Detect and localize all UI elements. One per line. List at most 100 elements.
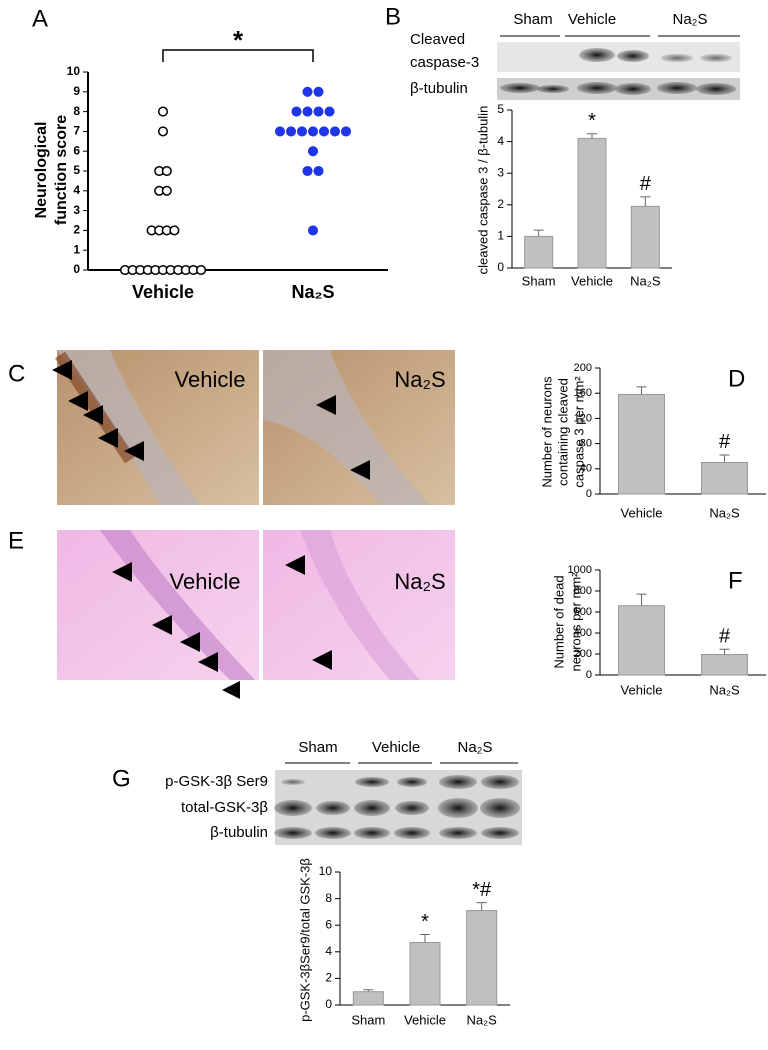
x-tick-label: Na₂S [709,682,740,697]
bar [524,235,554,269]
blot-row-label: total-GSK-3β [181,799,268,816]
error-bar [719,454,730,463]
y-axis-label: p-GSK-3βSer9/total GSK-3β [297,858,312,1022]
y-tick-label: 400 [574,627,592,639]
blot-group: Sham [513,11,552,28]
x-tick-label: Na₂S [709,505,740,520]
data-point [274,126,286,137]
y-tick-label: 4 [73,183,80,197]
data-point [329,126,341,137]
bar [352,991,384,1006]
panel-letter: B [385,3,401,30]
error-bar [533,229,544,237]
y-tick-label: 800 [574,585,592,597]
data-point [313,165,324,177]
data-point [291,106,302,117]
blot-group: Sham [298,739,337,756]
panel-letter: G [112,765,131,792]
data-point [307,146,319,157]
data-point [169,225,180,236]
data-point [302,86,313,97]
error-bar [420,934,430,943]
annotation: # [640,173,652,195]
y-tick-label: 8 [325,891,332,905]
data-point [157,106,169,117]
panel-letter: E [8,527,24,554]
y-tick-label: 0 [325,997,332,1011]
y-tick-label: 40 [580,463,592,475]
y-tick-label: 6 [325,917,332,931]
bar [409,941,441,1006]
x-tick-label: Sham [522,273,556,288]
annotation: * [588,110,596,132]
y-axis-label: Neurological [33,122,50,219]
y-axis-label: Number of neurons [539,376,554,488]
error-bar [640,196,651,207]
bar [618,393,665,495]
x-tick-label: Na₂S [630,273,661,288]
error-bar [719,648,730,655]
y-tick-label: 200 [574,362,592,374]
blot-group: Vehicle [372,739,420,756]
y-tick-label: 3 [73,203,80,217]
blot-row-label: β-tubulin [410,80,468,97]
data-point [285,126,297,137]
x-tick-label: Vehicle [571,273,613,288]
y-tick-label: 2 [497,197,504,211]
bar [630,205,660,269]
y-tick-label: 1 [497,229,504,243]
data-point [302,106,313,117]
micrograph [52,350,455,505]
bar [701,462,748,495]
data-point [307,126,319,137]
bar [577,137,607,269]
bar [618,605,665,676]
blot-group: Vehicle [568,11,616,28]
significance-bracket [162,49,314,62]
y-tick-label: 80 [580,438,592,450]
data-point [161,185,172,196]
blot-group: Na₂S [672,11,707,28]
significance-label: * [233,25,244,55]
error-bar [636,593,647,606]
y-tick-label: 5 [497,102,504,116]
y-tick-label: 4 [325,944,332,958]
panel-letter: F [728,567,743,594]
micrograph [57,530,455,699]
y-tick-label: 0 [586,488,592,500]
y-tick-label: 8 [73,104,80,118]
blot-image [497,42,740,100]
bar [701,654,748,676]
x-tick-label: Vehicle [404,1012,446,1027]
x-tick-label: Na₂S [466,1012,497,1027]
data-point [324,106,335,117]
panel-letter: D [728,365,745,392]
panel-letter: A [32,5,48,32]
data-point [157,126,169,137]
y-axis-label: caspase 3 per mm² [571,376,586,488]
error-bar [363,989,374,992]
y-tick-label: 9 [73,84,80,98]
data-point [161,165,172,177]
error-bar [476,902,487,911]
y-tick-label: 4 [497,134,504,148]
y-axis-label: containing cleaved [555,378,570,486]
micrograph-label: Na₂S [394,569,445,594]
blot-row-label: β-tubulin [210,824,268,841]
y-tick-label: 10 [67,64,81,78]
x-tick-label: Vehicle [621,682,663,697]
y-tick-label: 0 [497,260,504,274]
bar [466,910,498,1006]
y-axis-label: neurons per mm² [568,572,583,672]
y-tick-label: 0 [73,262,80,276]
annotation: * [421,911,429,933]
x-tick-label: Vehicle [621,505,663,520]
y-tick-label: 2 [73,223,80,237]
y-tick-label: 1 [73,242,80,256]
y-tick-label: 200 [574,648,592,660]
y-tick-label: 5 [73,163,80,177]
data-point [318,126,330,137]
micrograph-label: Vehicle [170,569,241,594]
x-tick-label: Vehicle [132,282,194,302]
y-tick-label: 600 [574,606,592,618]
